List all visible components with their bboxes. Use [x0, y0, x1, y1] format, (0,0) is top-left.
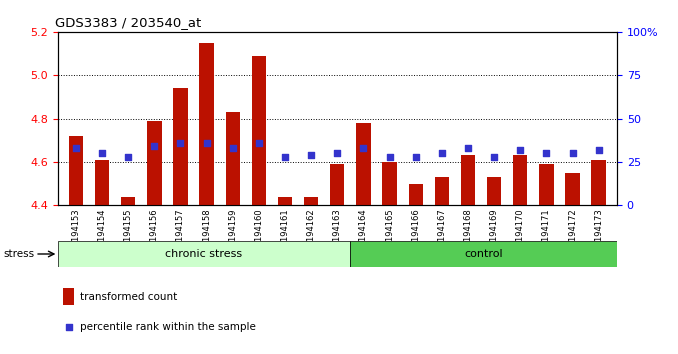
Point [279, 154, 290, 160]
Text: percentile rank within the sample: percentile rank within the sample [80, 321, 256, 332]
Bar [252, 56, 266, 205]
Bar [147, 121, 161, 205]
Bar [174, 88, 188, 205]
Bar [95, 160, 109, 205]
Bar [351, 241, 617, 267]
Text: GDS3383 / 203540_at: GDS3383 / 203540_at [55, 16, 201, 29]
Bar [513, 155, 527, 205]
Text: control: control [464, 249, 503, 259]
Point [175, 140, 186, 146]
Bar [356, 123, 371, 205]
Bar [539, 164, 554, 205]
Point [227, 145, 238, 151]
Point [410, 154, 421, 160]
Text: chronic stress: chronic stress [165, 249, 243, 259]
Point [358, 145, 369, 151]
Point [64, 324, 75, 330]
Point [97, 150, 108, 156]
Point [201, 140, 212, 146]
Point [123, 154, 134, 160]
Point [306, 152, 317, 158]
Point [541, 150, 552, 156]
Point [437, 150, 447, 156]
Bar [382, 162, 397, 205]
Bar [487, 177, 501, 205]
Point [384, 154, 395, 160]
Text: stress: stress [3, 249, 35, 259]
Point [149, 143, 160, 149]
Point [71, 145, 81, 151]
Point [593, 147, 604, 153]
Bar [226, 112, 240, 205]
Bar [199, 43, 214, 205]
Bar [409, 184, 423, 205]
Bar [63, 288, 75, 305]
Point [332, 150, 343, 156]
Point [254, 140, 264, 146]
Bar [304, 196, 319, 205]
Bar [565, 173, 580, 205]
Bar [121, 196, 136, 205]
Bar [278, 196, 292, 205]
Bar [330, 164, 344, 205]
Bar [591, 160, 606, 205]
Point [462, 145, 473, 151]
Bar [461, 155, 475, 205]
Text: transformed count: transformed count [80, 291, 177, 302]
Point [567, 150, 578, 156]
Bar [68, 136, 83, 205]
Bar [58, 241, 351, 267]
Bar [435, 177, 449, 205]
Point [489, 154, 500, 160]
Point [515, 147, 525, 153]
